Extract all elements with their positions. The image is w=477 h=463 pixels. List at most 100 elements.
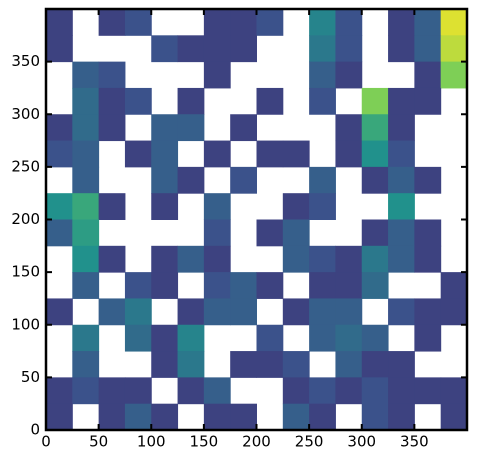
cell [309,245,336,273]
cell [361,377,389,405]
cell [256,9,284,36]
cell [203,219,231,247]
cell [151,193,179,220]
cell [151,140,179,168]
cell [282,298,310,326]
cell [309,166,336,194]
cell [230,166,257,194]
cell [98,245,126,273]
cell [388,166,415,194]
cell [361,87,389,115]
cell [98,298,126,326]
cell [177,166,205,194]
cell [309,9,336,36]
cell [203,403,231,431]
cell [46,403,73,431]
cell [388,9,415,36]
cell [46,35,73,63]
cell [414,35,442,63]
cell [282,245,310,273]
cell [72,377,100,405]
cell [309,193,336,220]
cell [256,351,284,378]
cell [46,114,73,142]
cell [177,324,205,352]
cell [46,377,73,405]
cell [335,140,363,168]
cell [414,245,442,273]
cell [414,219,442,247]
cell [282,351,310,378]
cell [46,140,73,168]
cell [256,324,284,352]
cell [72,140,100,168]
cell [177,298,205,326]
cell [46,298,73,326]
cell [388,403,415,431]
cell [388,114,415,142]
cell [177,35,205,63]
cell [151,245,179,273]
y-tick-label: 300 [11,105,40,123]
cell [151,351,179,378]
y-tick-label: 0 [30,421,40,439]
cell [335,35,363,63]
cell [203,140,231,168]
x-tick-label: 50 [89,433,108,451]
cell [72,351,100,378]
cell [335,351,363,378]
cell [282,140,310,168]
cell [388,219,415,247]
cell [230,114,257,142]
cell [177,377,205,405]
cell [72,324,100,352]
cell [177,351,205,378]
cell [98,87,126,115]
cell [98,61,126,89]
cell [177,245,205,273]
cell [230,403,257,431]
cell [361,324,389,352]
plot-frame [44,7,469,432]
cell [98,193,126,220]
cell [72,193,100,220]
cell [124,403,152,431]
cell [335,272,363,299]
cell [203,272,231,299]
x-tick-label: 100 [137,433,166,451]
cell [335,9,363,36]
cell [98,9,126,36]
y-tick-label: 250 [11,157,40,175]
cell [335,324,363,352]
cell [282,377,310,405]
cell [46,9,73,36]
cell [309,298,336,326]
cell [203,298,231,326]
y-tick-label: 150 [11,263,40,281]
cell [335,114,363,142]
cell [388,377,415,405]
y-tick-label: 350 [11,52,40,70]
cell [46,219,73,247]
cell [203,61,231,89]
cell [98,114,126,142]
y-tick-label: 200 [11,210,40,228]
cell [361,219,389,247]
cell [388,245,415,273]
y-tick-label: 50 [21,368,40,386]
x-tick-label: 200 [242,433,271,451]
cell [335,61,363,89]
cell [151,272,179,299]
cell [151,114,179,142]
cell [335,298,363,326]
cell [72,61,100,89]
cell [335,377,363,405]
cell [282,193,310,220]
cell [414,9,442,36]
x-tick-label: 300 [347,433,376,451]
cell [309,61,336,89]
cell [124,140,152,168]
cell [72,245,100,273]
cell [414,324,442,352]
